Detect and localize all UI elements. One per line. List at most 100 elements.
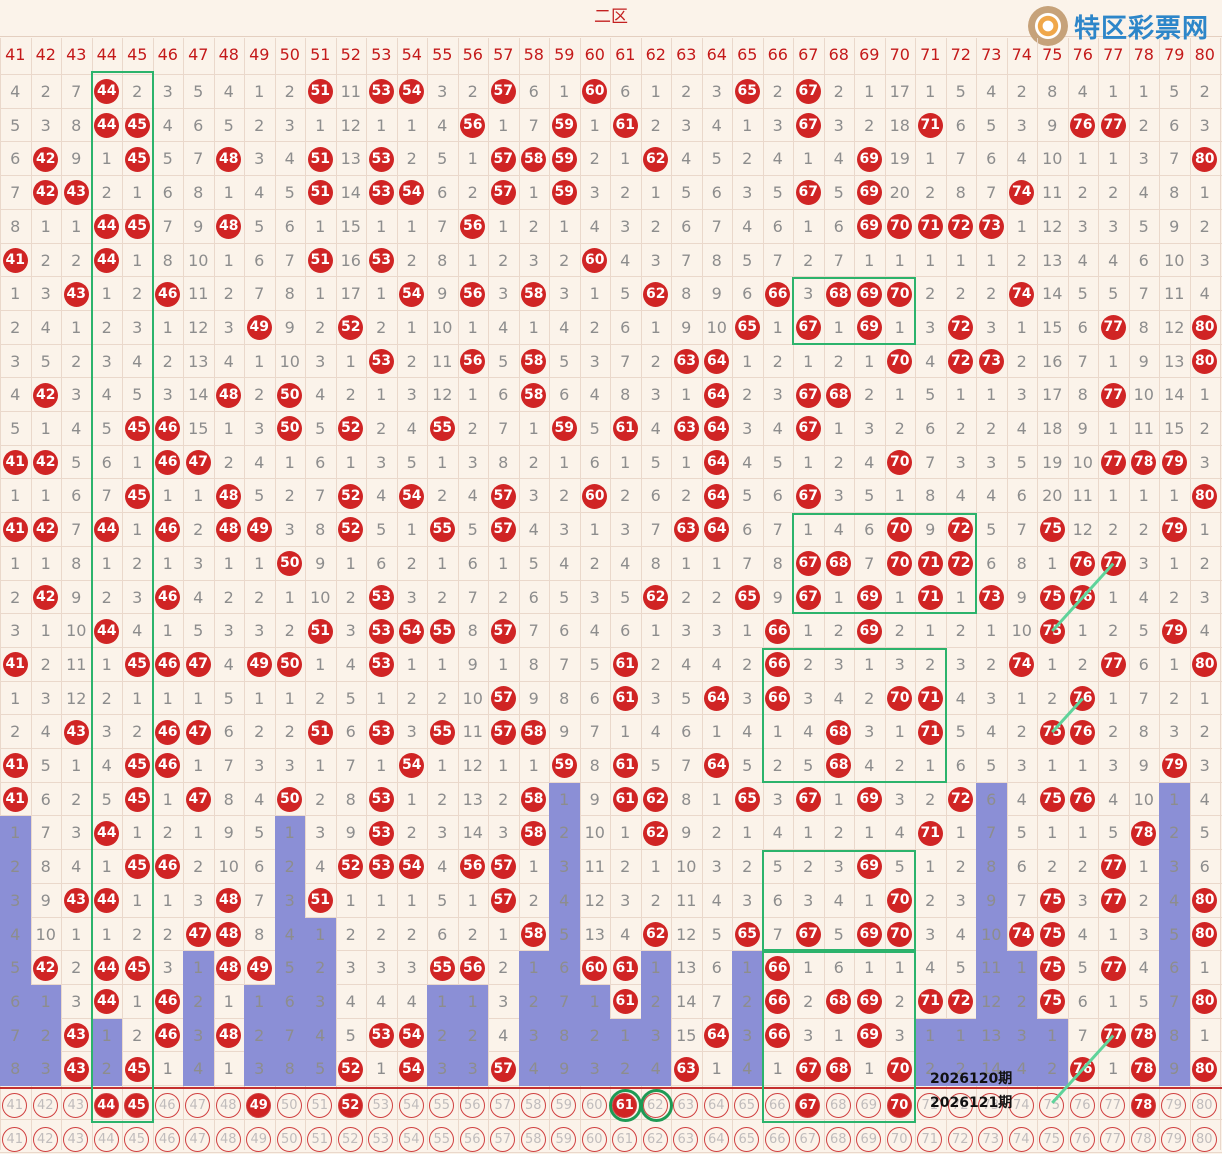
omission-value: 3 [1016, 1025, 1027, 1045]
omission-value: 7 [772, 520, 783, 540]
omission-value: 13 [676, 958, 697, 978]
highlight-box [761, 647, 947, 783]
omission-value: 2 [406, 823, 417, 843]
omission-value: 11 [981, 958, 1002, 978]
omission-value: 5 [10, 115, 21, 135]
drawn-number-ball: 69 [856, 1022, 882, 1048]
drawn-number-ball: 65 [734, 787, 760, 813]
omission-value: 4 [1108, 250, 1119, 270]
drawn-number-ball: 74 [1009, 180, 1035, 206]
omission-value: 5 [406, 452, 417, 472]
issue-label-current: 2026120期 [930, 1071, 1013, 1087]
omission-value: 7 [711, 991, 722, 1011]
omission-value: 3 [10, 890, 21, 910]
omission-value: 7 [71, 520, 82, 540]
omission-value: 9 [681, 317, 692, 337]
column-header-51: 51 [310, 45, 331, 64]
omission-value: 3 [894, 1025, 905, 1045]
omission-value: 5 [40, 351, 51, 371]
omission-value: 2 [1016, 351, 1027, 371]
drawn-number-ball: 60 [582, 247, 608, 273]
drawn-number-ball: 67 [795, 180, 821, 206]
omission-value: 5 [345, 688, 356, 708]
omission-value: 1 [955, 823, 966, 843]
omission-value: 8 [498, 452, 509, 472]
omission-value: 1 [711, 553, 722, 573]
omission-value: 5 [223, 688, 234, 708]
drawn-number-ball: 45 [124, 753, 150, 779]
omission-bar-62 [640, 951, 671, 1086]
omission-value: 1 [406, 520, 417, 540]
omission-value: 3 [254, 149, 265, 169]
omission-value: 14 [981, 1059, 1002, 1079]
omission-value: 1 [681, 385, 692, 405]
omission-value: 5 [955, 958, 966, 978]
omission-value: 1 [620, 1025, 631, 1045]
grid-hline [0, 309, 1222, 311]
column-header-43: 43 [66, 45, 87, 64]
omission-value: 1 [101, 924, 112, 944]
omission-value: 8 [772, 553, 783, 573]
omission-value: 11 [432, 351, 453, 371]
omission-value: 4 [1016, 1059, 1027, 1079]
omission-value: 6 [284, 216, 295, 236]
omission-value: 9 [1077, 419, 1088, 438]
omission-value: 10 [188, 250, 209, 270]
omission-value: 7 [711, 216, 722, 236]
omission-value: 2 [833, 621, 844, 641]
omission-value: 8 [925, 486, 936, 506]
omission-value: 5 [833, 924, 844, 944]
omission-value: 2 [437, 486, 448, 506]
omission-value: 4 [406, 991, 417, 1011]
omission-value: 1 [162, 317, 173, 337]
omission-value: 1 [1108, 486, 1119, 506]
column-header-67: 67 [798, 45, 819, 64]
omission-value: 8 [1169, 1025, 1180, 1045]
column-header-77: 77 [1103, 45, 1124, 64]
omission-value: 1 [1016, 958, 1027, 978]
drawn-number-ball: 64 [704, 685, 730, 711]
omission-value: 7 [254, 890, 265, 910]
omission-value: 5 [742, 250, 753, 270]
omission-value: 4 [345, 991, 356, 1011]
bottom-ring: 41 [2, 1127, 28, 1152]
drawn-number-ball: 79 [1161, 753, 1187, 779]
drawn-number-ball: 71 [917, 989, 943, 1015]
omission-value: 1 [925, 621, 936, 641]
omission-value: 2 [711, 823, 722, 843]
omission-value: 7 [955, 149, 966, 169]
drawn-number-ball: 59 [551, 180, 577, 206]
omission-value: 4 [10, 385, 21, 405]
omission-value: 2 [1047, 688, 1058, 708]
omission-value: 2 [1108, 722, 1119, 742]
omission-value: 7 [1169, 149, 1180, 169]
omission-value: 2 [10, 587, 21, 607]
drawn-number-ball: 75 [1039, 618, 1065, 644]
omission-value: 4 [437, 857, 448, 877]
omission-value: 4 [315, 385, 326, 405]
omission-value: 1 [589, 991, 600, 1011]
drawn-number-ball: 50 [277, 551, 303, 577]
drawn-number-ball: 77 [1100, 888, 1126, 914]
omission-value: 5 [986, 520, 997, 540]
omission-value: 3 [1016, 385, 1027, 405]
omission-value: 4 [925, 351, 936, 371]
prediction-ring: 78 [1130, 1093, 1156, 1118]
omission-value: 1 [1108, 688, 1119, 708]
drawn-number-ball: 53 [368, 146, 394, 172]
omission-value: 2 [193, 520, 204, 540]
omission-value: 5 [1077, 958, 1088, 978]
omission-value: 4 [406, 419, 417, 438]
omission-value: 2 [132, 284, 143, 304]
omission-value: 6 [528, 82, 539, 101]
drawn-number-ball: 59 [551, 146, 577, 172]
omission-value: 6 [223, 722, 234, 742]
omission-value: 1 [1108, 419, 1119, 438]
omission-value: 1 [1108, 351, 1119, 371]
omission-value: 1 [589, 520, 600, 540]
omission-value: 1 [681, 553, 692, 573]
omission-value: 7 [10, 183, 21, 203]
omission-value: 4 [254, 452, 265, 472]
drawn-number-ball: 53 [368, 79, 394, 105]
omission-value: 2 [406, 351, 417, 371]
